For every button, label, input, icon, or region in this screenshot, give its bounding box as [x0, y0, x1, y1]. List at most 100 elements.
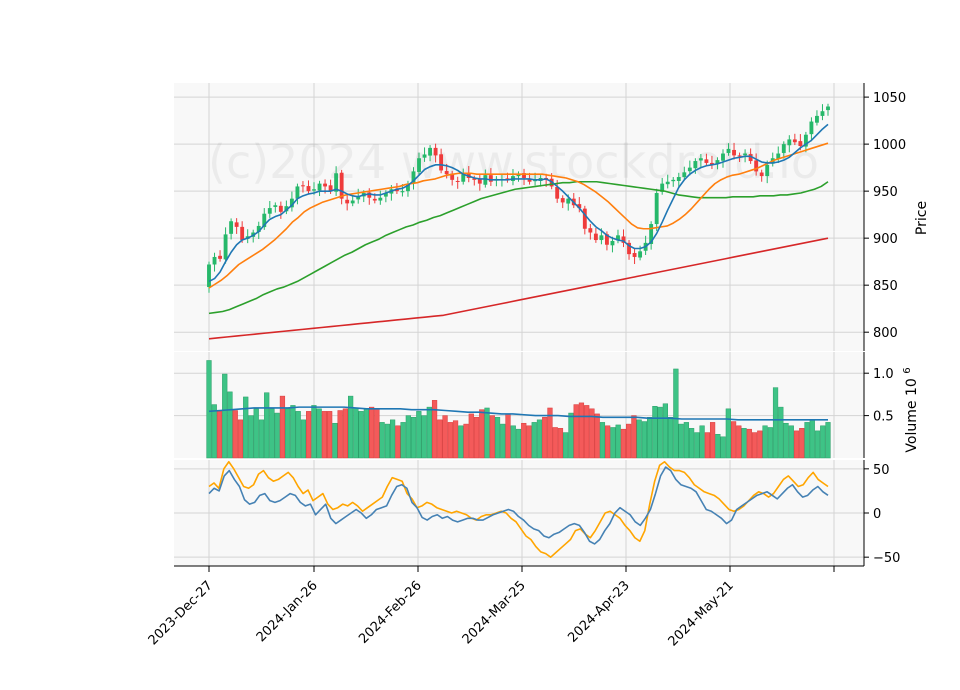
- candle-body: [698, 158, 703, 161]
- candle-body: [455, 180, 460, 182]
- volume-bar: [243, 396, 249, 459]
- volume-bar: [337, 410, 343, 459]
- volume-ma-line: [208, 406, 828, 421]
- volume-bar: [431, 400, 438, 459]
- volume-bar: [767, 427, 773, 459]
- candle-body: [406, 183, 410, 192]
- volume-bar: [709, 422, 716, 459]
- candle-body: [759, 172, 764, 177]
- candle-body: [284, 206, 289, 212]
- volume-bar: [788, 425, 794, 459]
- volume-axis-label: Volume 10 6: [902, 367, 920, 452]
- price-tick-label: 1050: [873, 91, 906, 106]
- candle-body: [207, 264, 211, 288]
- volume-bar: [594, 413, 600, 459]
- candle-body: [715, 160, 720, 164]
- candle-body: [218, 255, 222, 259]
- volume-bar: [232, 410, 238, 459]
- volume-bar: [510, 425, 516, 459]
- volume-bar: [306, 411, 312, 459]
- candle-body: [356, 195, 361, 200]
- candle-body: [693, 161, 698, 169]
- volume-bar: [631, 415, 637, 459]
- candle-body: [433, 147, 438, 156]
- volume-bar: [421, 415, 427, 459]
- volume-bar: [704, 432, 710, 459]
- candle-body: [577, 204, 582, 209]
- volume-bar: [227, 391, 233, 459]
- volume-bar: [610, 427, 616, 459]
- volume-bar: [358, 411, 364, 459]
- candle-body: [262, 213, 267, 228]
- candle-body: [488, 175, 493, 182]
- volume-bar: [657, 406, 663, 459]
- volume-bar: [400, 422, 406, 459]
- volume-bar: [641, 421, 648, 459]
- volume-bar: [458, 425, 464, 459]
- volume-bar: [290, 405, 296, 459]
- volume-bar: [746, 428, 752, 459]
- volume-bar: [542, 417, 548, 459]
- candle-body: [776, 153, 781, 159]
- x-tick-label: 2023-Dec-27: [146, 578, 216, 648]
- candle-body: [312, 189, 316, 191]
- candle-body: [610, 240, 615, 246]
- candle-body: [461, 174, 466, 182]
- volume-bar: [809, 419, 815, 459]
- candle-body: [732, 149, 736, 156]
- volume-bar: [206, 360, 212, 459]
- volume-bar: [793, 430, 800, 459]
- volume-bars: [206, 360, 831, 459]
- candle-body: [627, 242, 631, 255]
- volume-bar: [468, 413, 474, 459]
- volume-bar: [547, 407, 553, 459]
- candle-body: [599, 235, 604, 241]
- x-tick-label: 2024-Mar-25: [460, 578, 529, 647]
- price-tick-label: 850: [873, 279, 898, 294]
- x-tick-label: 2024-Jan-26: [254, 578, 321, 645]
- candle-body: [444, 171, 449, 175]
- volume-bar: [484, 407, 490, 459]
- candle-body: [588, 228, 593, 233]
- candle-body: [555, 187, 560, 199]
- volume-bar: [736, 425, 742, 459]
- volume-bar: [536, 419, 543, 459]
- volume-bar: [557, 428, 564, 459]
- volume-bar: [620, 428, 627, 459]
- candle-body: [682, 172, 687, 178]
- candle-body: [367, 192, 372, 198]
- volume-bar: [725, 408, 731, 459]
- volume-bar: [494, 417, 501, 459]
- volume-axis-label-exponent: 6: [902, 367, 913, 373]
- candle-body: [798, 141, 803, 147]
- volume-bar: [274, 412, 280, 459]
- x-tick-label: 2024-Apr-23: [565, 578, 632, 645]
- volume-bar: [416, 411, 422, 459]
- candle-body: [240, 226, 245, 241]
- candle-body: [704, 159, 709, 163]
- volume-bar: [652, 406, 658, 459]
- candle-body: [616, 235, 620, 241]
- volume-bar: [295, 411, 301, 459]
- volume-bar: [447, 422, 453, 459]
- volume-bar: [552, 427, 558, 459]
- volume-bar: [379, 422, 385, 459]
- volume-bar: [783, 422, 789, 459]
- oscillator-line-blue: [208, 466, 829, 545]
- volume-bar: [825, 422, 831, 459]
- volume-bar: [489, 415, 495, 459]
- candle-body: [809, 121, 814, 135]
- price-tick-label: 800: [873, 326, 898, 341]
- volume-bar: [437, 419, 443, 459]
- oscillator-tick-label: 0: [873, 507, 881, 522]
- candle-body: [411, 171, 416, 183]
- volume-bar: [688, 428, 695, 459]
- volume-bar: [605, 425, 611, 459]
- volume-bar: [820, 425, 826, 459]
- volume-tick-label: 0.5: [873, 410, 894, 425]
- volume-bar: [300, 419, 307, 459]
- volume-bar: [353, 407, 359, 459]
- price-tick-label: 900: [873, 232, 898, 247]
- candle-body: [212, 256, 217, 265]
- volume-bar: [405, 415, 411, 459]
